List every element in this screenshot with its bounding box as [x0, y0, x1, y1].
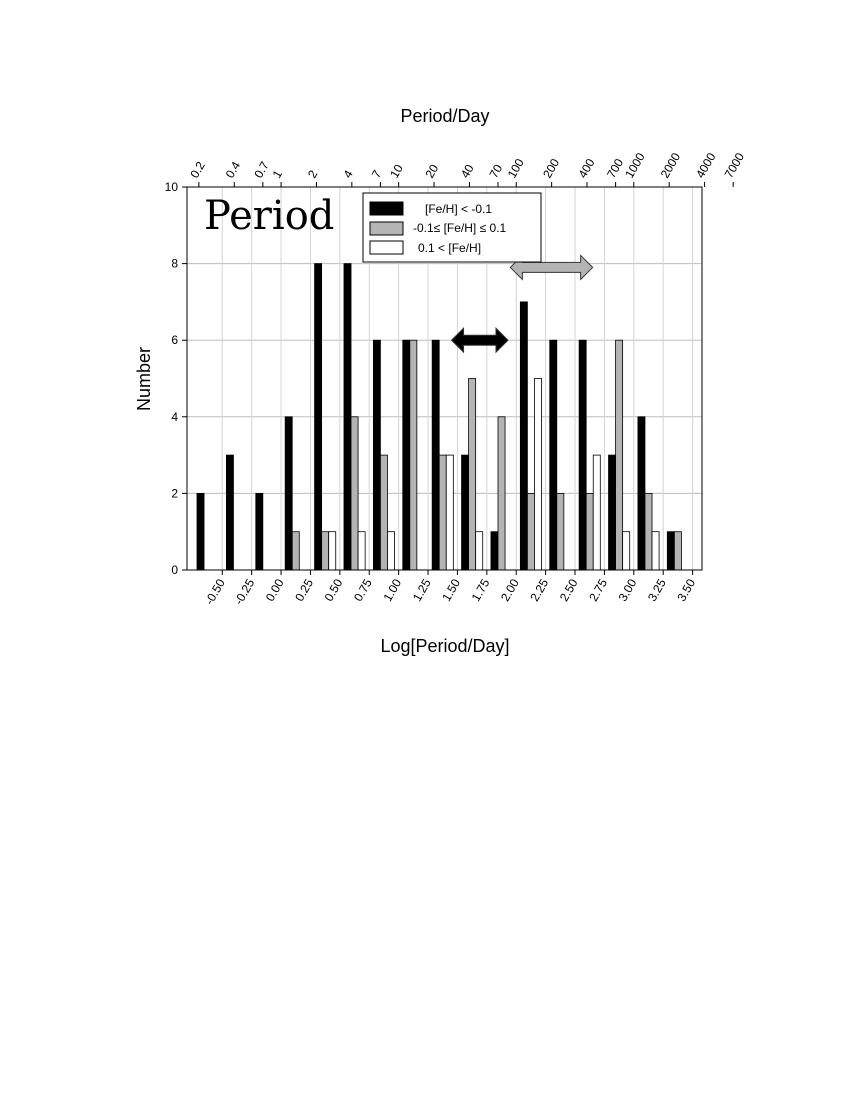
double-arrow — [450, 326, 509, 354]
legend-swatch-metal-poor — [369, 201, 404, 216]
bar — [291, 531, 300, 571]
bar — [431, 339, 440, 571]
top-axis-title: Period/Day — [400, 106, 489, 126]
bar — [468, 378, 477, 571]
top-tick-label: 4 — [340, 167, 356, 180]
top-tick-label: 7000 — [722, 150, 748, 180]
top-tick-label: 70 — [486, 162, 505, 181]
legend-label-metal-rich: 0.1 < [Fe/H] — [418, 241, 481, 255]
bar — [445, 454, 454, 571]
y-tick-label: 10 — [165, 180, 179, 194]
x-tick-label: 1.00 — [380, 576, 404, 604]
legend-label-metal-poor: [Fe/H] < -0.1 — [425, 202, 492, 216]
bar — [651, 531, 660, 571]
bar — [666, 531, 675, 571]
bar — [673, 531, 682, 571]
x-tick-label: 0.50 — [322, 576, 346, 604]
top-tick-label: 0.4 — [223, 159, 244, 181]
bar — [402, 339, 411, 571]
x-tick-label: 0.75 — [351, 576, 375, 604]
top-tick-label: 1000 — [622, 150, 648, 180]
bar — [534, 378, 542, 571]
panel-label: Period — [204, 193, 334, 239]
legend-swatch-solar — [369, 221, 404, 236]
bar — [328, 531, 337, 571]
top-tick-label: 100 — [505, 156, 527, 181]
x-tick-label: 1.75 — [469, 576, 493, 604]
y-tick-label: 8 — [171, 257, 178, 271]
bar — [196, 492, 205, 571]
bar — [526, 492, 535, 571]
y-tick-label: 6 — [171, 333, 178, 347]
top-tick-label: 40 — [458, 162, 477, 181]
top-tick-label: 2 — [305, 167, 321, 180]
y-tick-label: 2 — [171, 486, 178, 500]
bar — [350, 416, 359, 571]
bar — [578, 339, 587, 571]
top-tick-label: 10 — [387, 162, 406, 181]
legend-label-solar: -0.1≤ [Fe/H] ≤ 0.1 — [413, 221, 507, 235]
bar — [343, 263, 352, 571]
bar — [519, 301, 528, 571]
plot-frame — [186, 186, 703, 571]
bar — [592, 454, 601, 571]
bar — [644, 492, 653, 571]
x-tick-label: 2.50 — [557, 576, 581, 604]
x-tick-label: 3.25 — [645, 576, 669, 604]
bar — [585, 492, 594, 571]
x-tick-label: 3.00 — [616, 576, 640, 604]
x-tick-label: 3.50 — [674, 576, 698, 604]
bar — [608, 454, 616, 571]
bar — [490, 531, 499, 571]
axis-ticks — [182, 182, 734, 575]
bar — [615, 339, 624, 571]
bar — [380, 454, 388, 571]
bar — [357, 531, 366, 571]
x-tick-label: 1.50 — [439, 576, 463, 604]
x-axis-title: Log[Period/Day] — [380, 636, 509, 656]
bar — [475, 531, 484, 571]
y-tick-label: 4 — [171, 410, 178, 424]
top-tick-label: 7 — [369, 167, 385, 180]
top-tick-label: 0.7 — [251, 159, 272, 181]
y-tick-label: 0 — [171, 563, 178, 577]
bar — [556, 492, 565, 571]
x-tick-label: 0.00 — [263, 576, 287, 604]
bar — [409, 339, 418, 571]
y-axis-title: Number — [134, 347, 154, 411]
bar — [321, 531, 330, 571]
bar — [549, 339, 558, 571]
bar — [314, 263, 323, 571]
top-tick-label: 200 — [540, 156, 562, 181]
bar — [497, 416, 506, 571]
x-tick-label: 1.25 — [410, 576, 434, 604]
bar — [387, 531, 395, 571]
legend-swatch-metal-rich — [369, 240, 404, 255]
bars — [196, 263, 682, 571]
top-tick-label: 400 — [575, 156, 597, 181]
top-tick-label: 1 — [270, 167, 286, 180]
legend: [Fe/H] < -0.1 -0.1≤ [Fe/H] ≤ 0.1 0.1 < [… — [362, 192, 542, 263]
bar — [255, 492, 264, 571]
x-tick-label: 2.00 — [498, 576, 522, 604]
bar — [284, 416, 293, 571]
bar — [622, 531, 631, 571]
bar — [637, 416, 646, 571]
x-tick-label: 2.25 — [527, 576, 551, 604]
x-tick-label: 2.75 — [586, 576, 610, 604]
x-tick-label: 0.25 — [292, 576, 316, 604]
x-tick-label: -0.50 — [202, 576, 228, 607]
bar — [225, 454, 234, 571]
x-tick-label: -0.25 — [231, 576, 257, 607]
top-tick-label: 700 — [604, 156, 626, 181]
top-tick-label: 4000 — [693, 150, 719, 180]
top-tick-label: 20 — [423, 162, 442, 181]
top-tick-label: 0.2 — [187, 159, 208, 181]
bar — [438, 454, 447, 571]
bar — [372, 339, 381, 571]
bar — [461, 454, 470, 571]
top-tick-label: 2000 — [658, 150, 684, 180]
